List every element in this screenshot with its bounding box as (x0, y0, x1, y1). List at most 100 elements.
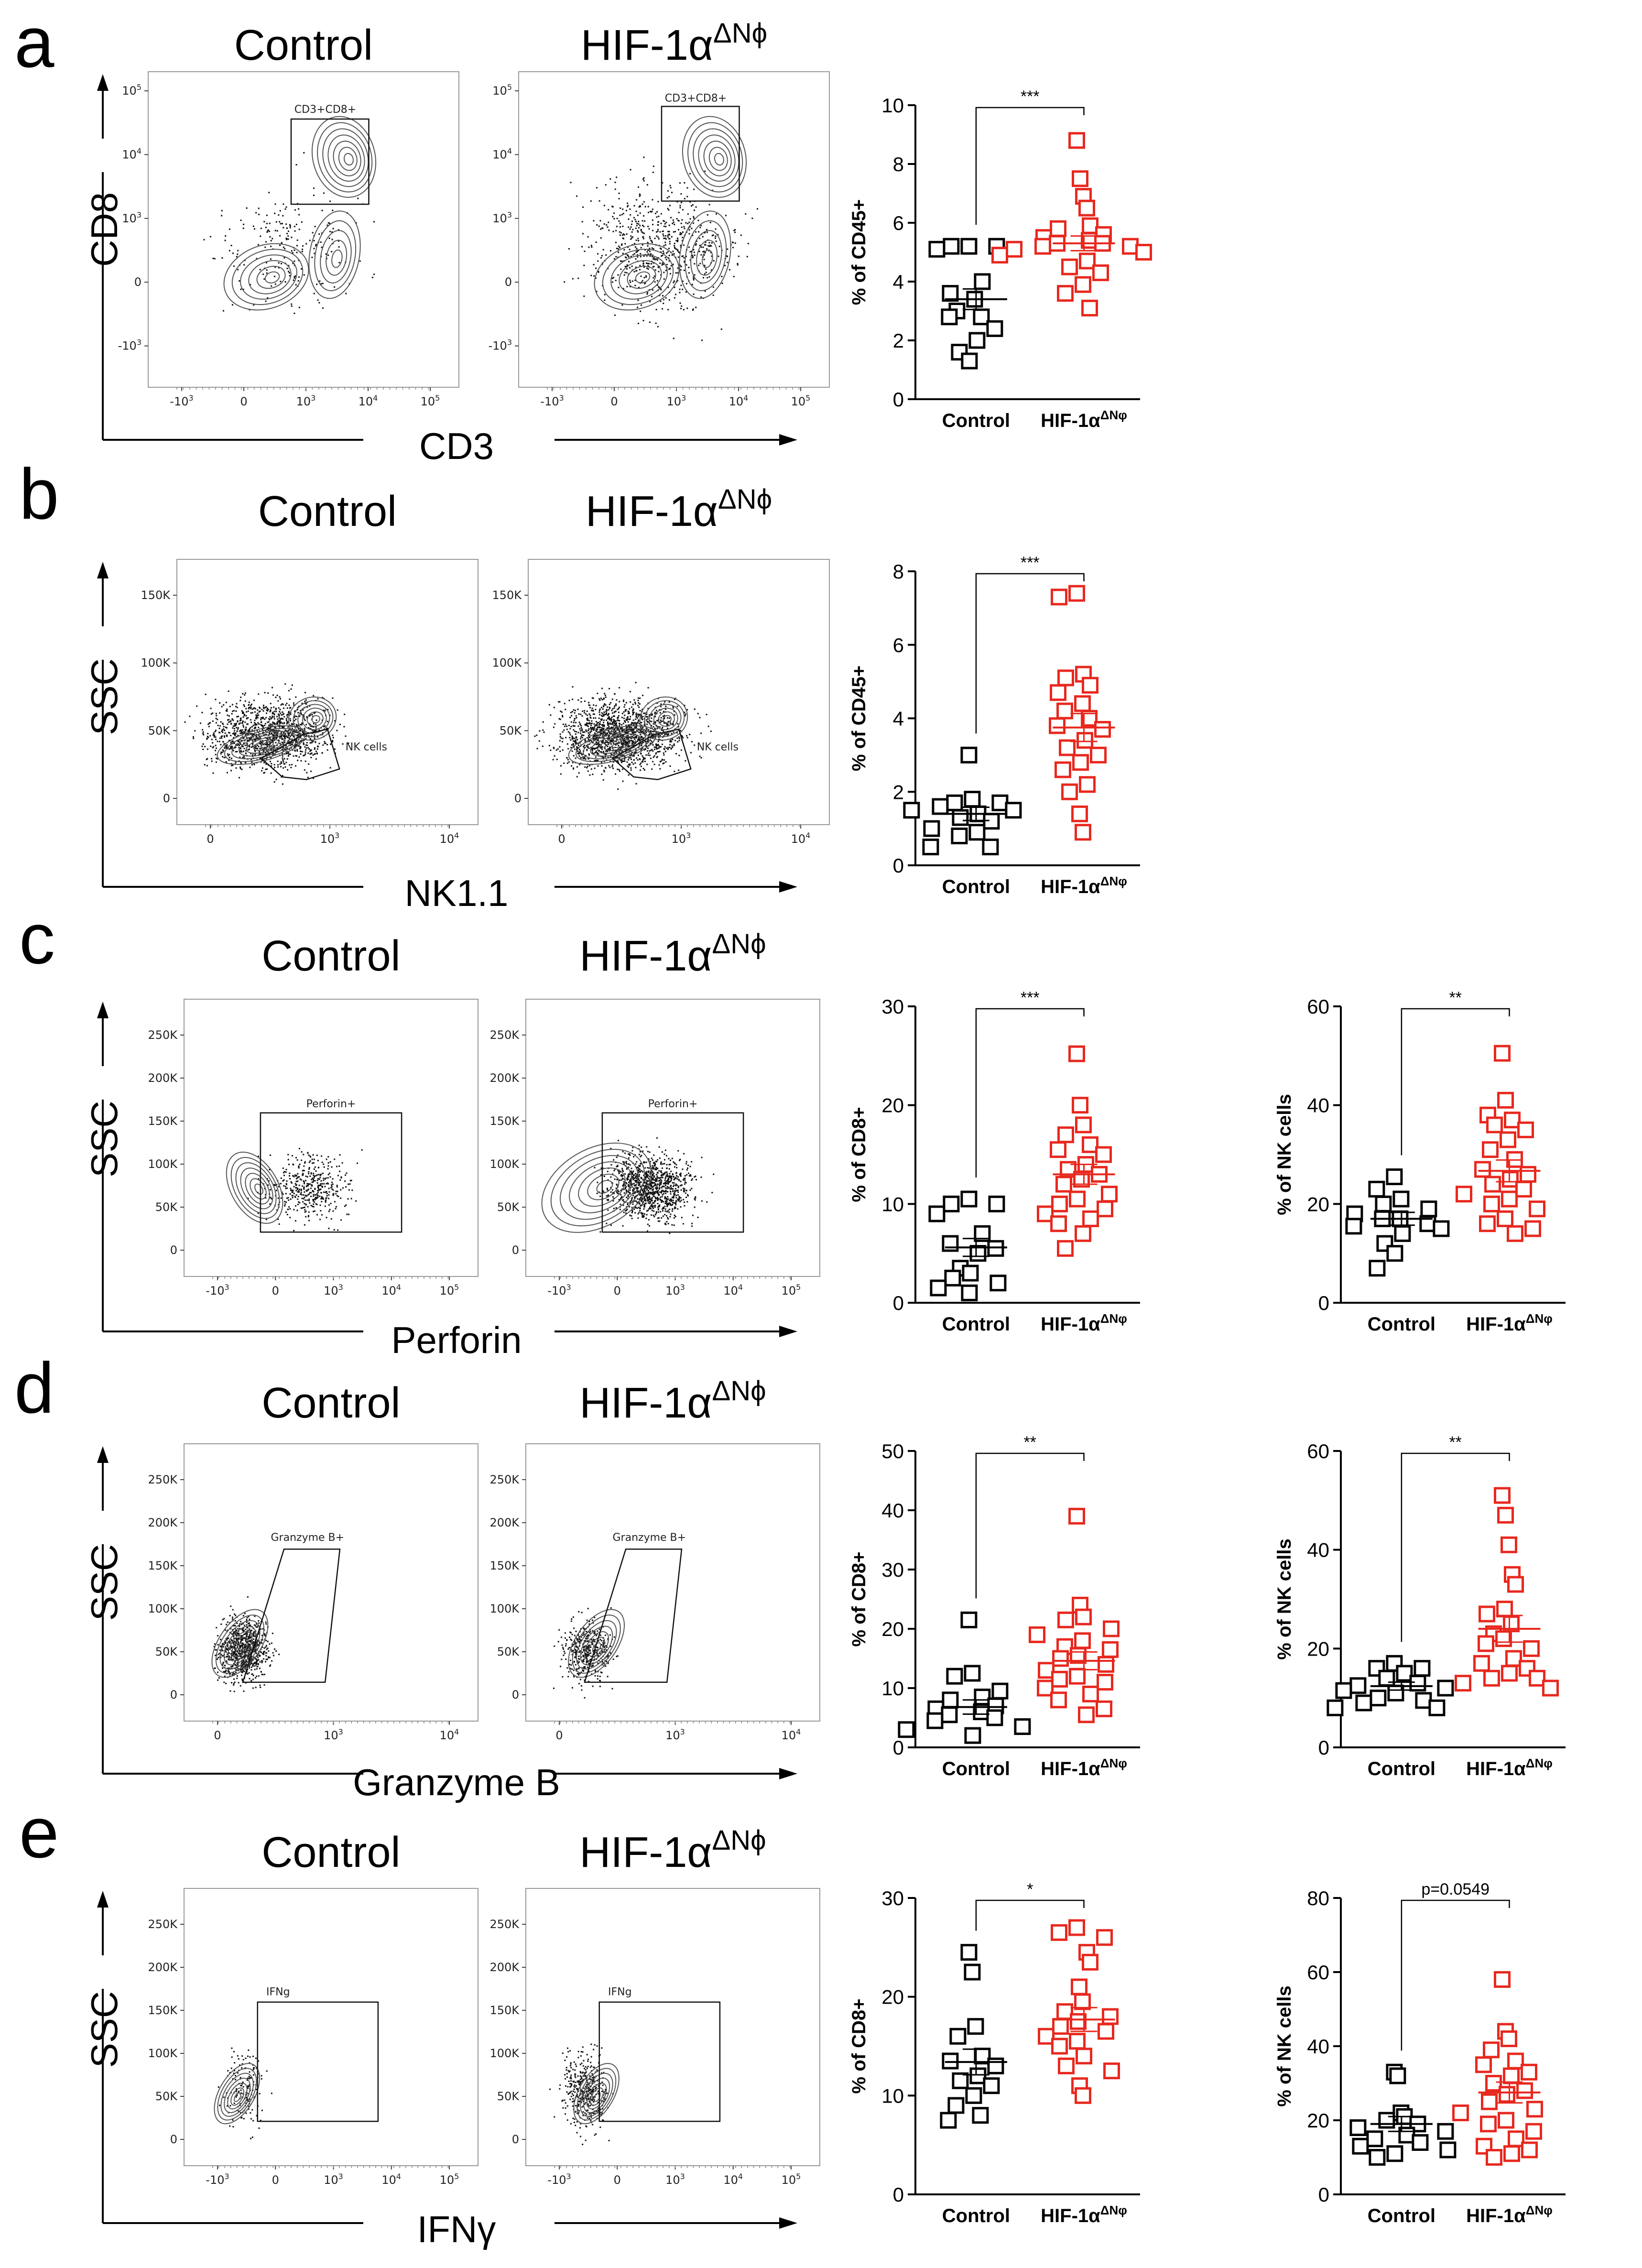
event-dot (248, 729, 250, 731)
event-dot (275, 708, 277, 709)
event-dot (244, 744, 246, 746)
event-dot (288, 741, 290, 743)
event-dot (559, 750, 561, 752)
event-dot (588, 723, 590, 725)
event-dot (283, 716, 285, 718)
event-dot (702, 246, 704, 248)
event-dot (646, 750, 648, 752)
event-dot (670, 273, 672, 274)
event-dot (678, 220, 680, 222)
y-tick-label: 0 (170, 1243, 177, 1257)
event-dot (309, 753, 311, 755)
x-tick-label-base: 0 (614, 1284, 621, 1298)
event-dot (254, 753, 256, 755)
event-dot (254, 747, 256, 749)
event-dot (641, 282, 642, 284)
contour-line (658, 711, 675, 727)
event-dot (635, 1163, 637, 1165)
event-dot (290, 1181, 292, 1183)
event-dot (254, 708, 256, 709)
data-point (922, 839, 939, 856)
gate-label: CD3+CD8+ (665, 93, 727, 105)
event-dot (317, 299, 319, 301)
event-dot (647, 754, 649, 756)
event-dot (299, 747, 301, 749)
event-dot (301, 724, 303, 726)
event-dot (581, 246, 583, 248)
event-dot (204, 764, 206, 766)
event-dot (652, 723, 654, 725)
event-dot (315, 1197, 317, 1199)
event-dot (587, 718, 588, 720)
event-dot (659, 761, 661, 763)
event-dot (627, 765, 629, 767)
event-dot (224, 747, 226, 749)
event-dot (660, 274, 662, 276)
event-dot (576, 748, 578, 750)
event-dot (285, 1193, 287, 1195)
event-dot (601, 774, 603, 775)
event-dot (635, 731, 637, 733)
event-dot (588, 753, 590, 755)
x-tick-label-sup: 4 (454, 831, 459, 840)
y-tick-label-base: 10 (122, 84, 137, 98)
event-dot (577, 744, 579, 746)
event-dot (595, 277, 597, 279)
event-dot (266, 272, 268, 274)
x-tick-label-sup: 3 (225, 1283, 229, 1292)
event-dot (215, 736, 217, 738)
significance-label: *** (1021, 87, 1040, 106)
event-dot (655, 1178, 657, 1179)
contour-line (708, 147, 728, 171)
event-dot (304, 749, 306, 751)
event-dot (257, 715, 259, 717)
event-dot (274, 212, 276, 214)
event-dot (580, 727, 582, 729)
event-dot (724, 264, 726, 266)
event-dot (266, 1178, 268, 1180)
event-dot (258, 727, 260, 729)
event-dot (609, 722, 611, 724)
y-tick-label-base: 10 (122, 212, 137, 225)
event-dot (656, 235, 658, 237)
event-dot (286, 716, 288, 718)
event-dot (599, 721, 601, 723)
event-dot (628, 729, 630, 731)
event-dot (237, 727, 239, 729)
event-dot (678, 212, 680, 214)
event-dot (296, 1210, 298, 1211)
significance-bracket (975, 107, 1085, 225)
event-dot (664, 733, 666, 735)
event-dot (595, 267, 597, 269)
event-dot (308, 1154, 310, 1156)
event-dot (292, 252, 294, 254)
event-dot (252, 736, 254, 738)
event-dot (700, 757, 702, 759)
event-dot (262, 717, 264, 719)
data-point (1074, 695, 1091, 712)
event-dot (641, 722, 642, 724)
event-dot (631, 729, 633, 731)
event-dot (643, 201, 645, 203)
contour-line (254, 1183, 263, 1195)
event-dot (272, 238, 273, 240)
event-dot (194, 730, 196, 732)
event-dot (243, 715, 245, 717)
event-dot (259, 269, 261, 271)
event-dot (303, 1180, 304, 1182)
event-dot (314, 1166, 316, 1168)
event-dot (612, 230, 614, 232)
event-dot (656, 713, 658, 715)
x-tick-label-sup: 3 (335, 831, 339, 840)
event-dot (603, 770, 605, 772)
event-dot (598, 271, 599, 273)
event-dot (351, 1189, 353, 1191)
x-tick-label-base: 10 (320, 832, 335, 846)
x-tick-label-sup: 3 (566, 1283, 571, 1292)
event-dot (652, 266, 654, 268)
event-dot (269, 761, 271, 763)
event-dot (277, 751, 279, 752)
event-dot (239, 699, 241, 701)
event-dot (672, 707, 674, 709)
event-dot (242, 724, 244, 726)
